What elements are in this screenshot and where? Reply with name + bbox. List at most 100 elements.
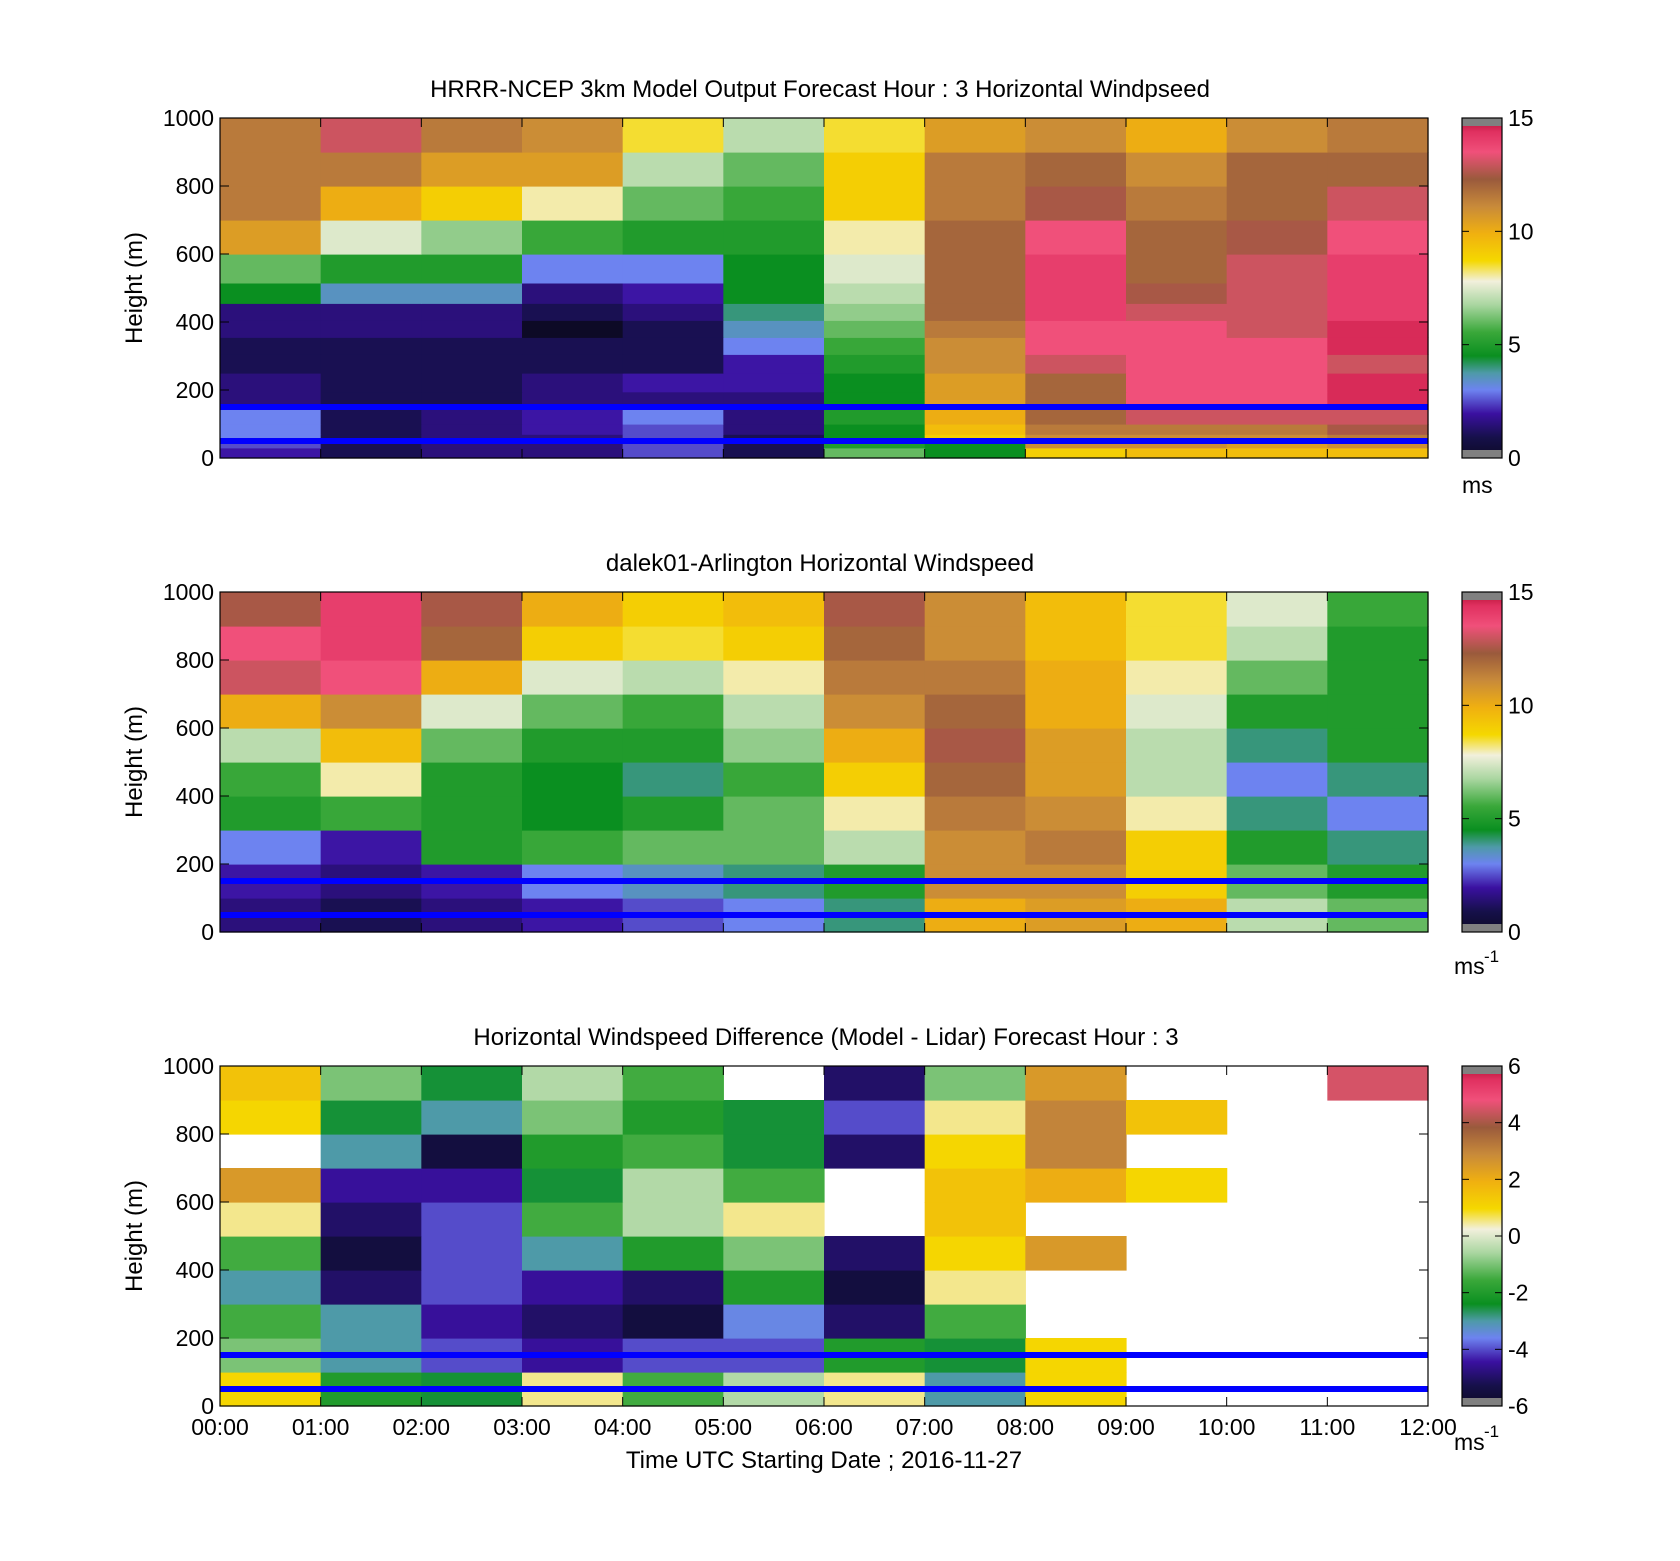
heatmap-cell bbox=[1025, 694, 1127, 729]
heatmap-cell bbox=[220, 1236, 322, 1271]
heatmap-cell bbox=[723, 354, 825, 374]
heatmap-cell bbox=[220, 1168, 322, 1203]
heatmap-cell bbox=[924, 1304, 1026, 1339]
x-ticks: 00:00 01:00 02:00 03:00 04:00 05:00 06:00 07:00… bbox=[191, 1066, 1457, 1440]
colorbar: 0 5 10 15 bbox=[1461, 105, 1534, 471]
heatmap-cell bbox=[220, 408, 322, 425]
heatmap-cell bbox=[320, 354, 422, 374]
heatmap-cell bbox=[320, 1134, 422, 1169]
heatmap-cell bbox=[1126, 434, 1228, 442]
heatmap-cell bbox=[522, 1236, 624, 1271]
heatmap-cell bbox=[1126, 320, 1228, 338]
heatmap-cell bbox=[1327, 796, 1429, 831]
x-tick-label: 04:00 bbox=[594, 1414, 652, 1440]
colorbar-unit-label: ms bbox=[1454, 953, 1485, 979]
colorbar-tick-label: 2 bbox=[1508, 1166, 1521, 1192]
heatmap-cell bbox=[522, 424, 624, 435]
heatmap-cell bbox=[924, 447, 1026, 459]
heatmap-cell bbox=[421, 762, 523, 797]
heatmap-cell bbox=[220, 626, 322, 661]
y-tick-label: 600 bbox=[176, 715, 214, 741]
heatmap-cell bbox=[320, 1100, 422, 1135]
heatmap-cell bbox=[220, 660, 322, 695]
heatmap-cell bbox=[1025, 1134, 1127, 1169]
reference-lines bbox=[220, 404, 1428, 444]
heatmap-cell bbox=[924, 1134, 1026, 1169]
panel-title: HRRR-NCEP 3km Model Output Forecast Hour… bbox=[430, 76, 1210, 103]
heatmap-cell bbox=[220, 186, 322, 221]
heatmap-cell bbox=[320, 118, 422, 153]
heatmap-cell bbox=[522, 626, 624, 661]
heatmap-cell bbox=[1226, 320, 1328, 338]
heatmap-cell bbox=[924, 354, 1026, 374]
heatmap-cell bbox=[320, 220, 422, 255]
heatmap-cell bbox=[522, 373, 624, 393]
heatmap-cell bbox=[622, 1202, 724, 1237]
heatmap-cell bbox=[1126, 728, 1228, 763]
heatmap-cell bbox=[622, 373, 724, 393]
heatmap-cell bbox=[1226, 592, 1328, 627]
heatmap-cell bbox=[1327, 254, 1429, 284]
heatmap-cell bbox=[1327, 660, 1429, 695]
heatmap-cell bbox=[622, 592, 724, 627]
y-tick-label: 200 bbox=[176, 1325, 214, 1351]
heatmap-cell bbox=[1025, 254, 1127, 284]
x-tick-label: 11:00 bbox=[1299, 1414, 1355, 1440]
heatmap-cell bbox=[924, 337, 1026, 355]
heatmap-cell bbox=[1226, 441, 1328, 449]
heatmap-cell bbox=[824, 337, 926, 355]
heatmap-cell bbox=[1025, 1100, 1127, 1135]
heatmap-cell bbox=[723, 447, 825, 459]
heatmap-cell bbox=[824, 373, 926, 393]
colorbar-tick-label: 0 bbox=[1508, 445, 1521, 471]
x-tick-label: 06:00 bbox=[795, 1414, 853, 1440]
x-tick-label: 03:00 bbox=[493, 1414, 551, 1440]
heatmap-cell bbox=[723, 626, 825, 661]
heatmap-cell bbox=[924, 320, 1026, 338]
heatmap-cell bbox=[1327, 424, 1429, 435]
x-tick-label: 01:00 bbox=[292, 1414, 350, 1440]
heatmap-cell bbox=[522, 186, 624, 221]
heatmap-cell bbox=[622, 254, 724, 284]
panel-title: Horizontal Windspeed Difference (Model -… bbox=[473, 1024, 1178, 1051]
heatmap-cell bbox=[220, 694, 322, 729]
heatmap-cell bbox=[522, 447, 624, 459]
heatmap-cell bbox=[622, 1236, 724, 1271]
x-ticks bbox=[219, 118, 1429, 458]
heatmap-cell bbox=[723, 592, 825, 627]
heatmap-cell bbox=[320, 424, 422, 435]
heatmap-cell bbox=[421, 592, 523, 627]
x-ticks bbox=[219, 592, 1429, 932]
heatmap-cell bbox=[622, 118, 724, 153]
heatmap-cell bbox=[1126, 796, 1228, 831]
heatmap-cell bbox=[421, 1202, 523, 1237]
heatmap-cell bbox=[320, 660, 422, 695]
colorbar-tick-label: 10 bbox=[1508, 692, 1534, 718]
heatmap-cell bbox=[824, 626, 926, 661]
heatmap-cell bbox=[320, 186, 422, 221]
heatmap-cell bbox=[1226, 728, 1328, 763]
heatmap-cell bbox=[1126, 424, 1228, 435]
heatmap-cell bbox=[1226, 220, 1328, 255]
heatmap-cell bbox=[1025, 373, 1127, 393]
y-ticks: 0 200 400 600 800 1000 bbox=[163, 105, 1428, 471]
heatmap-cell bbox=[924, 220, 1026, 255]
heatmap-cell bbox=[723, 118, 825, 153]
heatmap-cell bbox=[824, 762, 926, 797]
panel-lidar: dalek01-Arlington Horizontal Windspeed 0… bbox=[121, 550, 1534, 979]
heatmap-cell bbox=[421, 441, 523, 449]
heatmap-cell bbox=[220, 434, 322, 442]
heatmap-cell bbox=[522, 762, 624, 797]
x-tick-label: 05:00 bbox=[695, 1414, 753, 1440]
heatmap-cell bbox=[1327, 186, 1429, 221]
heatmap-cell bbox=[320, 796, 422, 831]
colorbar-tick-label: -2 bbox=[1508, 1280, 1528, 1306]
heatmap-cell bbox=[622, 762, 724, 797]
heatmap-cell bbox=[1025, 830, 1127, 865]
heatmap-cell bbox=[522, 1270, 624, 1305]
heatmap-cell bbox=[824, 796, 926, 831]
heatmap-cell bbox=[924, 408, 1026, 425]
heatmap-cell bbox=[1025, 1168, 1127, 1203]
heatmap-cell bbox=[1327, 441, 1429, 449]
heatmap-cell bbox=[421, 373, 523, 393]
